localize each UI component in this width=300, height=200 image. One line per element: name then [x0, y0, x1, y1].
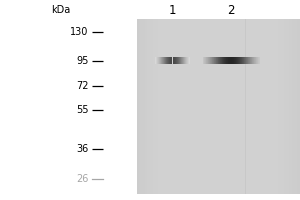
Bar: [251, 19, 254, 194]
Bar: [202, 19, 205, 194]
Bar: [237, 19, 240, 194]
Bar: [161, 19, 164, 194]
Bar: [240, 19, 243, 194]
Bar: [273, 19, 275, 194]
Bar: [292, 19, 295, 194]
Bar: [183, 19, 185, 194]
Bar: [275, 19, 278, 194]
Bar: [267, 19, 270, 194]
Bar: [145, 19, 147, 194]
Bar: [164, 19, 166, 194]
Bar: [278, 19, 281, 194]
Bar: [205, 19, 207, 194]
Bar: [254, 19, 256, 194]
Bar: [136, 19, 300, 194]
Bar: [172, 19, 175, 194]
Bar: [245, 19, 248, 194]
Bar: [150, 19, 153, 194]
Bar: [218, 19, 221, 194]
Bar: [243, 19, 245, 194]
Bar: [185, 19, 188, 194]
Bar: [188, 19, 191, 194]
Bar: [196, 19, 199, 194]
Text: 130: 130: [70, 27, 88, 37]
Bar: [136, 19, 139, 194]
Bar: [180, 19, 183, 194]
Bar: [289, 19, 292, 194]
Bar: [191, 19, 194, 194]
Bar: [213, 19, 215, 194]
Bar: [232, 19, 235, 194]
Bar: [248, 19, 251, 194]
Bar: [158, 19, 161, 194]
Text: 36: 36: [76, 144, 88, 154]
Bar: [259, 19, 262, 194]
Text: 26: 26: [76, 174, 88, 184]
Bar: [215, 19, 218, 194]
Bar: [177, 19, 180, 194]
Bar: [297, 19, 300, 194]
Bar: [226, 19, 229, 194]
Bar: [153, 19, 156, 194]
Bar: [221, 19, 224, 194]
Bar: [142, 19, 145, 194]
Bar: [270, 19, 273, 194]
Text: 55: 55: [76, 105, 88, 115]
Bar: [256, 19, 259, 194]
Text: kDa: kDa: [51, 5, 70, 15]
Text: 1: 1: [169, 4, 176, 18]
Bar: [194, 19, 196, 194]
Bar: [169, 19, 172, 194]
Bar: [235, 19, 237, 194]
Bar: [139, 19, 142, 194]
Text: 72: 72: [76, 81, 88, 91]
Bar: [207, 19, 210, 194]
Bar: [167, 19, 169, 194]
Bar: [175, 19, 177, 194]
Bar: [281, 19, 284, 194]
Bar: [199, 19, 202, 194]
Bar: [229, 19, 232, 194]
Bar: [286, 19, 289, 194]
Bar: [284, 19, 286, 194]
Bar: [265, 19, 267, 194]
Text: 95: 95: [76, 56, 88, 66]
Bar: [156, 19, 158, 194]
Bar: [210, 19, 213, 194]
Bar: [262, 19, 265, 194]
Bar: [224, 19, 226, 194]
Bar: [147, 19, 150, 194]
Text: 2: 2: [227, 4, 235, 18]
Bar: [295, 19, 297, 194]
